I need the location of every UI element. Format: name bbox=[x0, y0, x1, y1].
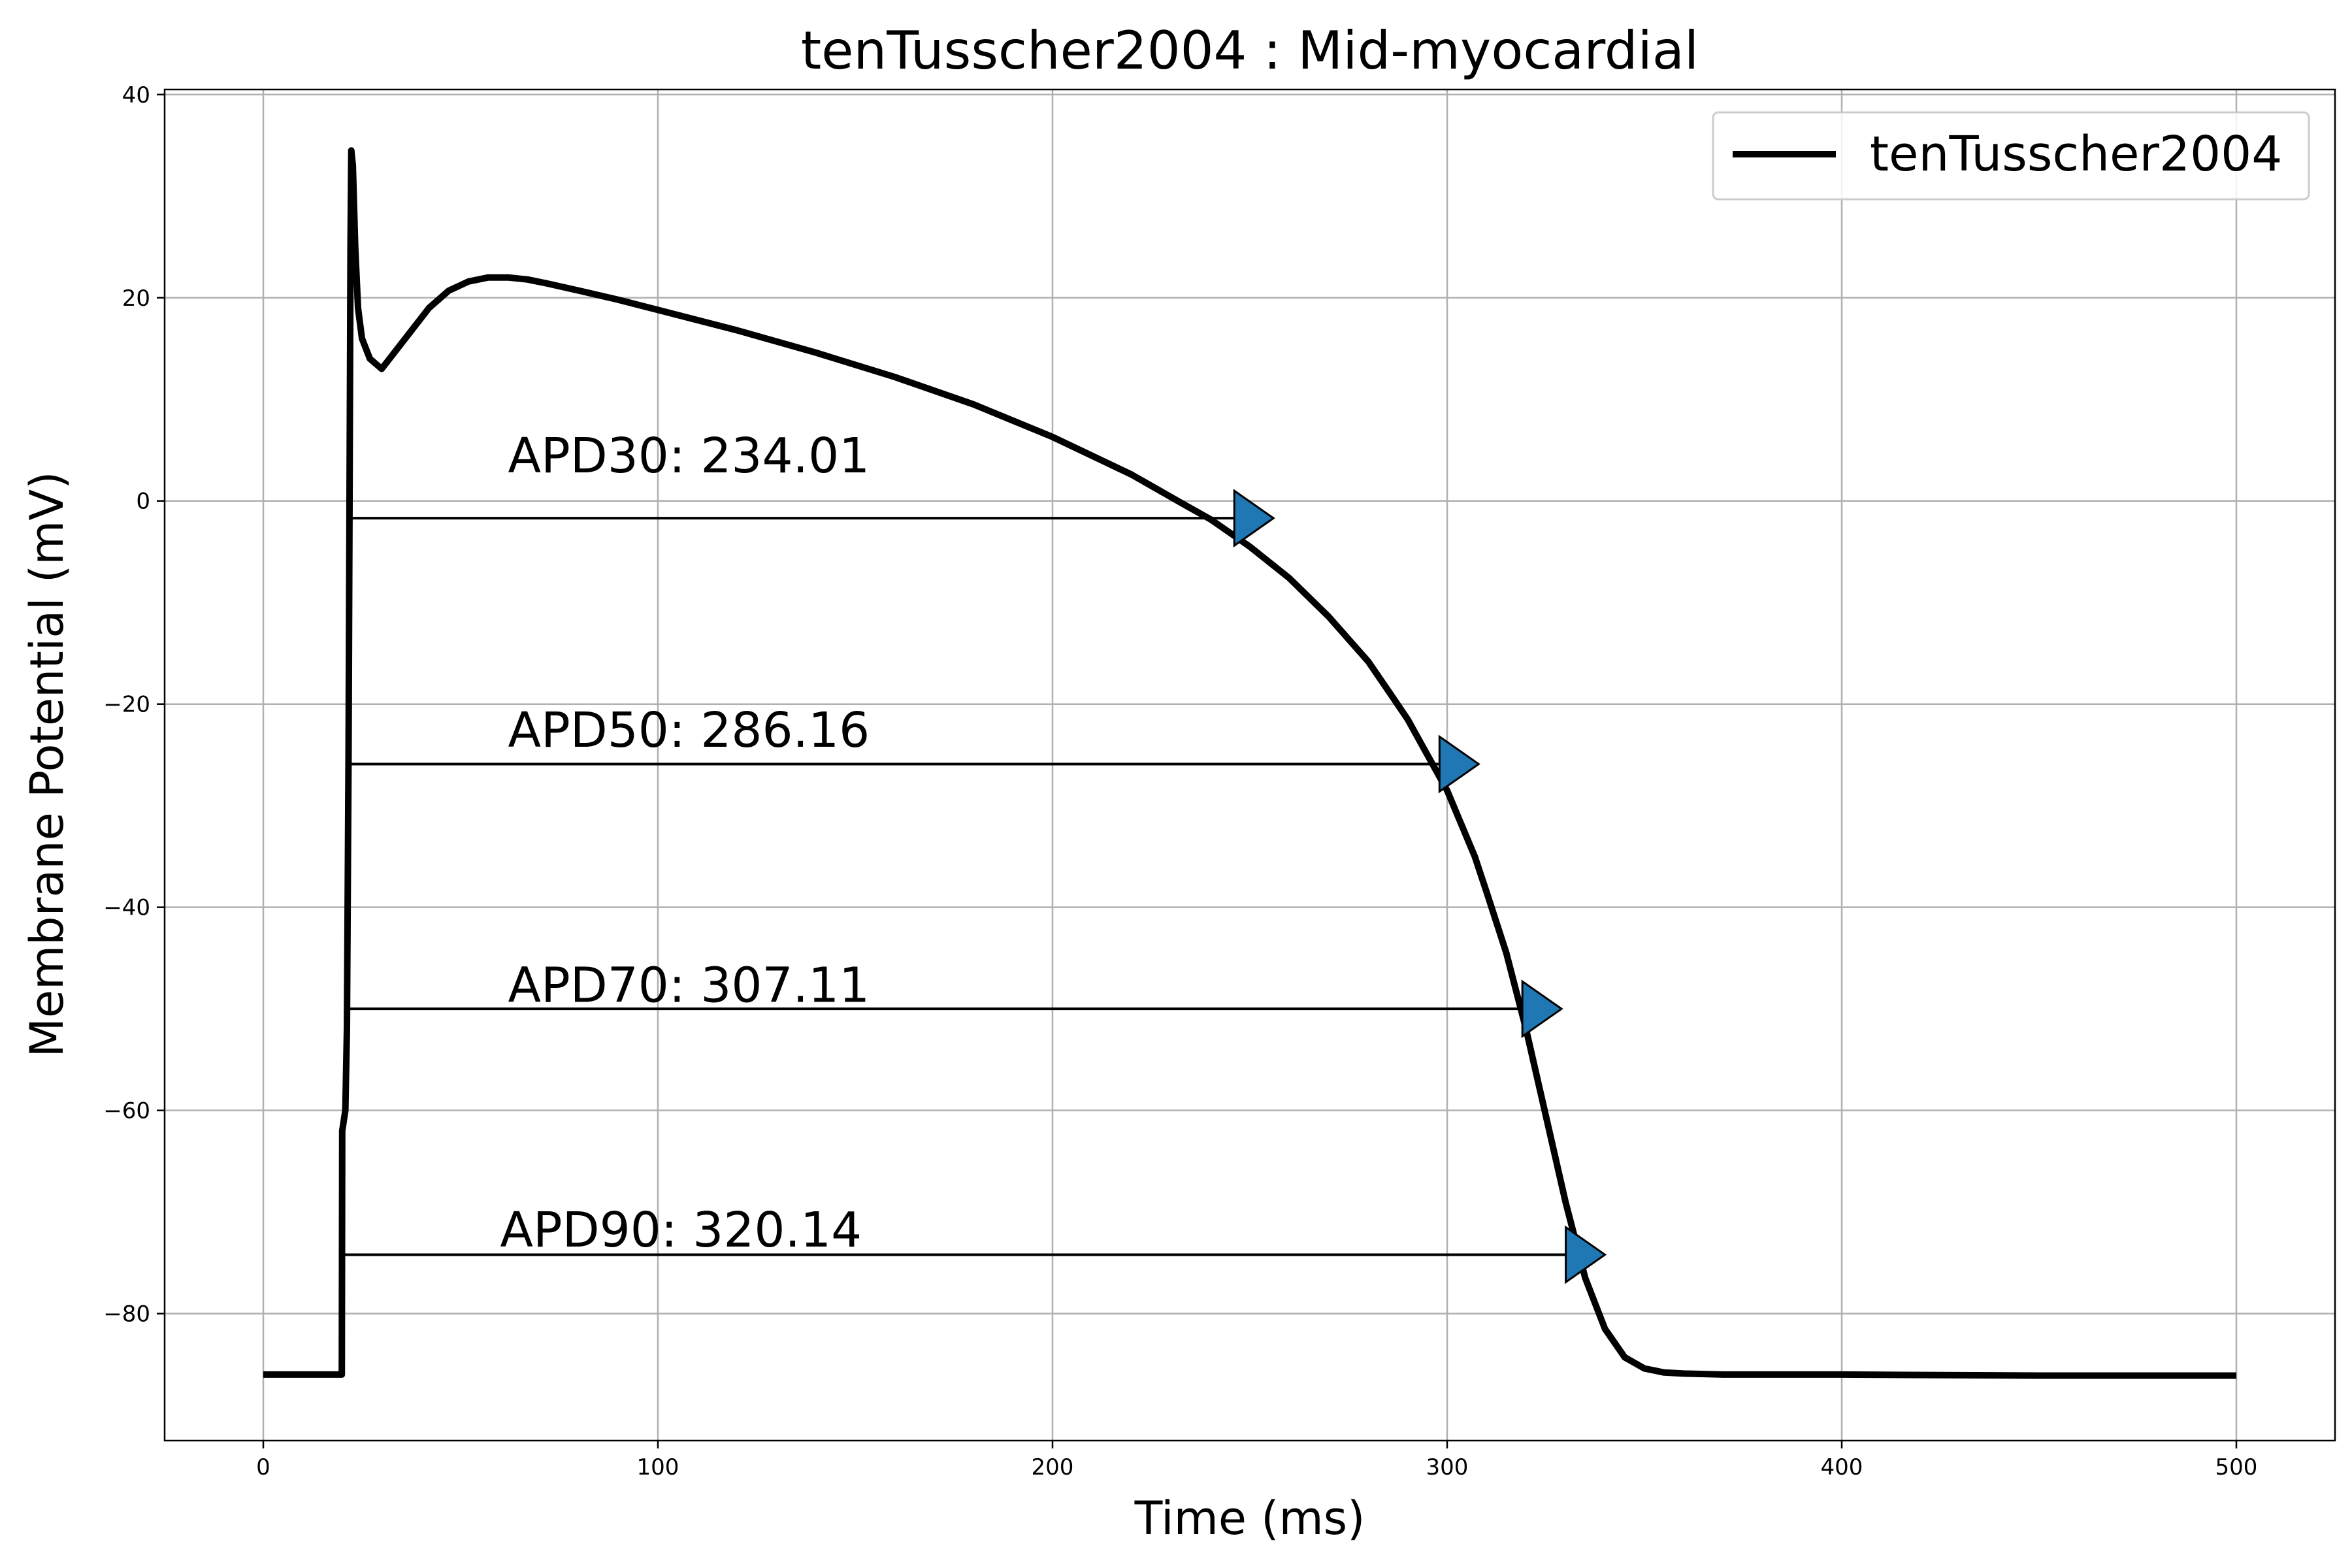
series bbox=[263, 147, 2236, 1379]
x-axis-label: Time (ms) bbox=[1134, 1492, 1365, 1545]
x-tick-label: 200 bbox=[1032, 1454, 1074, 1480]
apd-annotation: APD30: 234.01 bbox=[350, 428, 1275, 548]
plot-frame bbox=[163, 88, 2336, 1442]
legend-box bbox=[1712, 111, 2310, 201]
y-tick-label: −80 bbox=[103, 1301, 150, 1328]
apd-label: APD70: 307.11 bbox=[508, 957, 870, 1013]
apd-arrow-head bbox=[1565, 1225, 1607, 1284]
apd-arrow-head bbox=[1521, 979, 1563, 1039]
x-tick-label: 400 bbox=[1821, 1454, 1863, 1480]
apd-label: APD90: 320.14 bbox=[500, 1202, 862, 1258]
x-tick-label: 300 bbox=[1426, 1454, 1469, 1480]
chart-title: tenTusscher2004 : Mid-myocardial bbox=[801, 20, 1699, 81]
x-tick-label: 500 bbox=[2215, 1454, 2258, 1480]
series-line-tenTusscher2004 bbox=[263, 147, 2236, 1379]
legend: tenTusscher2004 bbox=[1712, 111, 2310, 201]
y-tick-label: −60 bbox=[103, 1098, 150, 1124]
x-tick-label: 100 bbox=[637, 1454, 679, 1480]
apd-arrow-head bbox=[1233, 489, 1275, 548]
apd-annotation: APD50: 286.16 bbox=[350, 702, 1480, 794]
apd-arrow-head bbox=[1438, 734, 1480, 794]
x-tick-label: 0 bbox=[256, 1454, 270, 1480]
y-tick-label: 20 bbox=[122, 286, 150, 312]
apd-annotation: APD70: 307.11 bbox=[350, 957, 1563, 1039]
apd-annotation: APD90: 320.14 bbox=[342, 1202, 1607, 1284]
apd-label: APD30: 234.01 bbox=[508, 428, 870, 484]
y-tick-label: 0 bbox=[136, 489, 150, 515]
y-axis-label: Membrane Potential (mV) bbox=[20, 471, 74, 1057]
apd-annotations: APD30: 234.01 APD50: 286.16 APD70: 307.11 A… bbox=[342, 428, 1607, 1284]
y-tick-label: −20 bbox=[103, 692, 150, 718]
y-tick-label: −40 bbox=[103, 895, 150, 921]
legend-label: tenTusscher2004 bbox=[1870, 126, 2282, 182]
y-tick-label: 40 bbox=[122, 82, 150, 108]
apd-label: APD50: 286.16 bbox=[508, 702, 870, 759]
